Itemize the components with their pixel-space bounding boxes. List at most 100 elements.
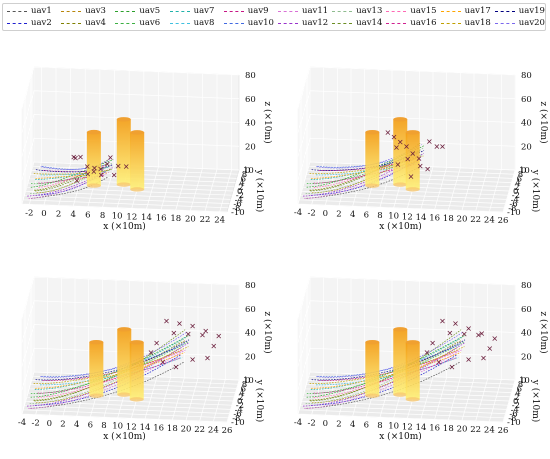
trajectory-uav5 [306, 145, 425, 188]
x-tick-label: 2 [336, 210, 341, 220]
gridline-y [307, 75, 513, 179]
obstacle-top [117, 327, 132, 332]
x-tick-label: 2 [60, 420, 65, 430]
legend-label: uav4 [85, 18, 106, 28]
legend-item-uav3: uav3 [61, 6, 106, 17]
x-tick-label: 20 [181, 424, 192, 434]
x-tick-label: -2 [25, 208, 33, 218]
x-tick-label: 8 [100, 211, 105, 221]
uav-marker: ✕ [433, 143, 440, 152]
legend-swatch [7, 11, 27, 12]
y-tick-label: -4 [235, 405, 243, 415]
gridline-y [24, 100, 230, 204]
legend: uav1 uav2 uav3 uav4 uav5 uav6 uav7 uav8 uav9 uav1… [2, 3, 546, 31]
trajectory-uav16 [313, 357, 457, 394]
x-tick-label: 8 [377, 421, 382, 431]
uav-marker: ✕ [409, 150, 416, 159]
trajectory-uav4 [33, 340, 186, 401]
obstacle-base [393, 182, 408, 187]
obstacle-top [393, 327, 408, 332]
trajectory-uav8 [316, 356, 459, 386]
trajectory-uav11 [304, 158, 421, 200]
y-tick-label: 10 [519, 376, 530, 386]
trajectory-uav14 [310, 329, 462, 402]
uav-marker: ✕ [202, 327, 209, 336]
uav-marker: ✕ [123, 163, 130, 172]
gridline-y [30, 79, 236, 183]
trajectory-uav13 [29, 162, 113, 195]
x-tick-label: 18 [167, 424, 178, 434]
obstacle-top [129, 340, 144, 345]
x-tick-label: 12 [126, 212, 137, 222]
x-tick-label: 18 [443, 424, 454, 434]
z-tick-label: 40 [245, 119, 256, 129]
uav-marker: ✕ [115, 162, 122, 171]
obstacle-top [405, 130, 420, 135]
gridline-y [307, 285, 513, 389]
uav-markers: ✕✕✕✕✕✕✕✕✕✕✕✕✕✕✕ [384, 128, 445, 181]
uav-markers: ✕✕✕✕✕✕✕✕✕✕✕✕✕✕✕ [148, 317, 222, 372]
legend-item-uav2: uav2 [7, 18, 52, 29]
obstacle-top [89, 340, 104, 345]
y-tick-label: -2 [512, 401, 520, 411]
gridline-y [32, 71, 238, 175]
uav-marker: ✕ [447, 329, 454, 338]
uav-marker: ✕ [215, 332, 222, 341]
y-tick-label: 8 [518, 170, 523, 180]
legend-item-uav19: uav19 [494, 6, 545, 17]
uav-marker: ✕ [91, 167, 98, 176]
legend-swatch [332, 23, 353, 24]
x-tick-label: 18 [170, 214, 181, 224]
uav-marker: ✕ [449, 363, 456, 372]
legend-swatch [278, 23, 298, 24]
gridline-y [304, 293, 511, 398]
legend-label: uav18 [464, 18, 491, 28]
uav-marker: ✕ [486, 345, 493, 354]
uav-marker: ✕ [84, 163, 91, 172]
uav-marker: ✕ [417, 162, 424, 171]
gridline-y [308, 71, 514, 175]
trajectory-uav3 [35, 346, 182, 404]
y-tick-label: 8 [242, 170, 247, 180]
legend-label: uav5 [139, 6, 161, 16]
y-tick-label: 10 [243, 376, 254, 386]
gridline-y [298, 314, 505, 419]
subplot-top-left: ✕ ✕ ✕ ✕ ✕ ✕ ✕ ✕ ✕ ✕ ✕ ✕ ✕ ✕ ✕ -2 0 2 4 6 8 10 12 14 16 18 20 22 24 x … [2, 34, 272, 246]
y-tick-label: -4 [511, 195, 519, 205]
trajectory-uav17 [35, 352, 185, 389]
y-tick-label: -10 [507, 208, 521, 218]
y-tick-label: -8 [232, 414, 240, 424]
uav-marker: ✕ [160, 358, 167, 367]
x-tick-label: 12 [402, 212, 413, 222]
z-tick-label: 0 [245, 166, 250, 176]
uav-marker: ✕ [189, 355, 196, 364]
y-tick-label: 6 [241, 174, 246, 184]
trajectory-uav12 [26, 342, 189, 407]
gridline-y [304, 83, 511, 188]
x-tick-label: -4 [294, 418, 302, 428]
gridline-y [300, 100, 506, 204]
obstacle-base [117, 392, 132, 397]
x-tick-label: 24 [208, 425, 219, 435]
uav-marker: ✕ [153, 339, 160, 348]
y-tick-label: -2 [236, 191, 244, 201]
gridline-y [31, 285, 237, 389]
trajectory-uav15 [37, 349, 183, 398]
subplot-top-right: ✕ ✕ ✕ ✕ ✕ ✕ ✕ ✕ ✕ ✕ ✕ ✕ ✕ ✕ ✕ -4 -2 0 2 4 6 8 10 12 14 16 18 20 22 24… [278, 34, 548, 246]
x-tick-label: 12 [402, 422, 413, 432]
legend-label: uav11 [302, 6, 329, 16]
uav-marker: ✕ [429, 339, 436, 348]
gridline-y [306, 79, 512, 183]
trajectory-uav10 [317, 344, 461, 378]
uav-marker: ✕ [465, 324, 472, 333]
uav-marker: ✕ [475, 331, 482, 340]
legend-label: uav15 [410, 6, 437, 16]
x-tick-label: 16 [429, 213, 440, 223]
y-tick-label: -6 [233, 410, 241, 420]
obstacle-base [86, 183, 101, 188]
gridline-y [308, 281, 514, 385]
x-tick-label: 6 [88, 421, 93, 431]
legend-label: uav20 [518, 18, 545, 28]
trajectories [26, 329, 190, 410]
